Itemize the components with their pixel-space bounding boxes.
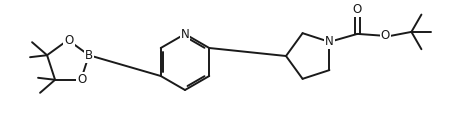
Text: B: B	[85, 49, 93, 62]
Text: O: O	[77, 73, 86, 86]
Text: O: O	[353, 3, 362, 16]
Text: O: O	[381, 29, 390, 42]
Text: N: N	[181, 28, 189, 41]
Text: O: O	[64, 33, 74, 46]
Text: N: N	[325, 35, 334, 48]
